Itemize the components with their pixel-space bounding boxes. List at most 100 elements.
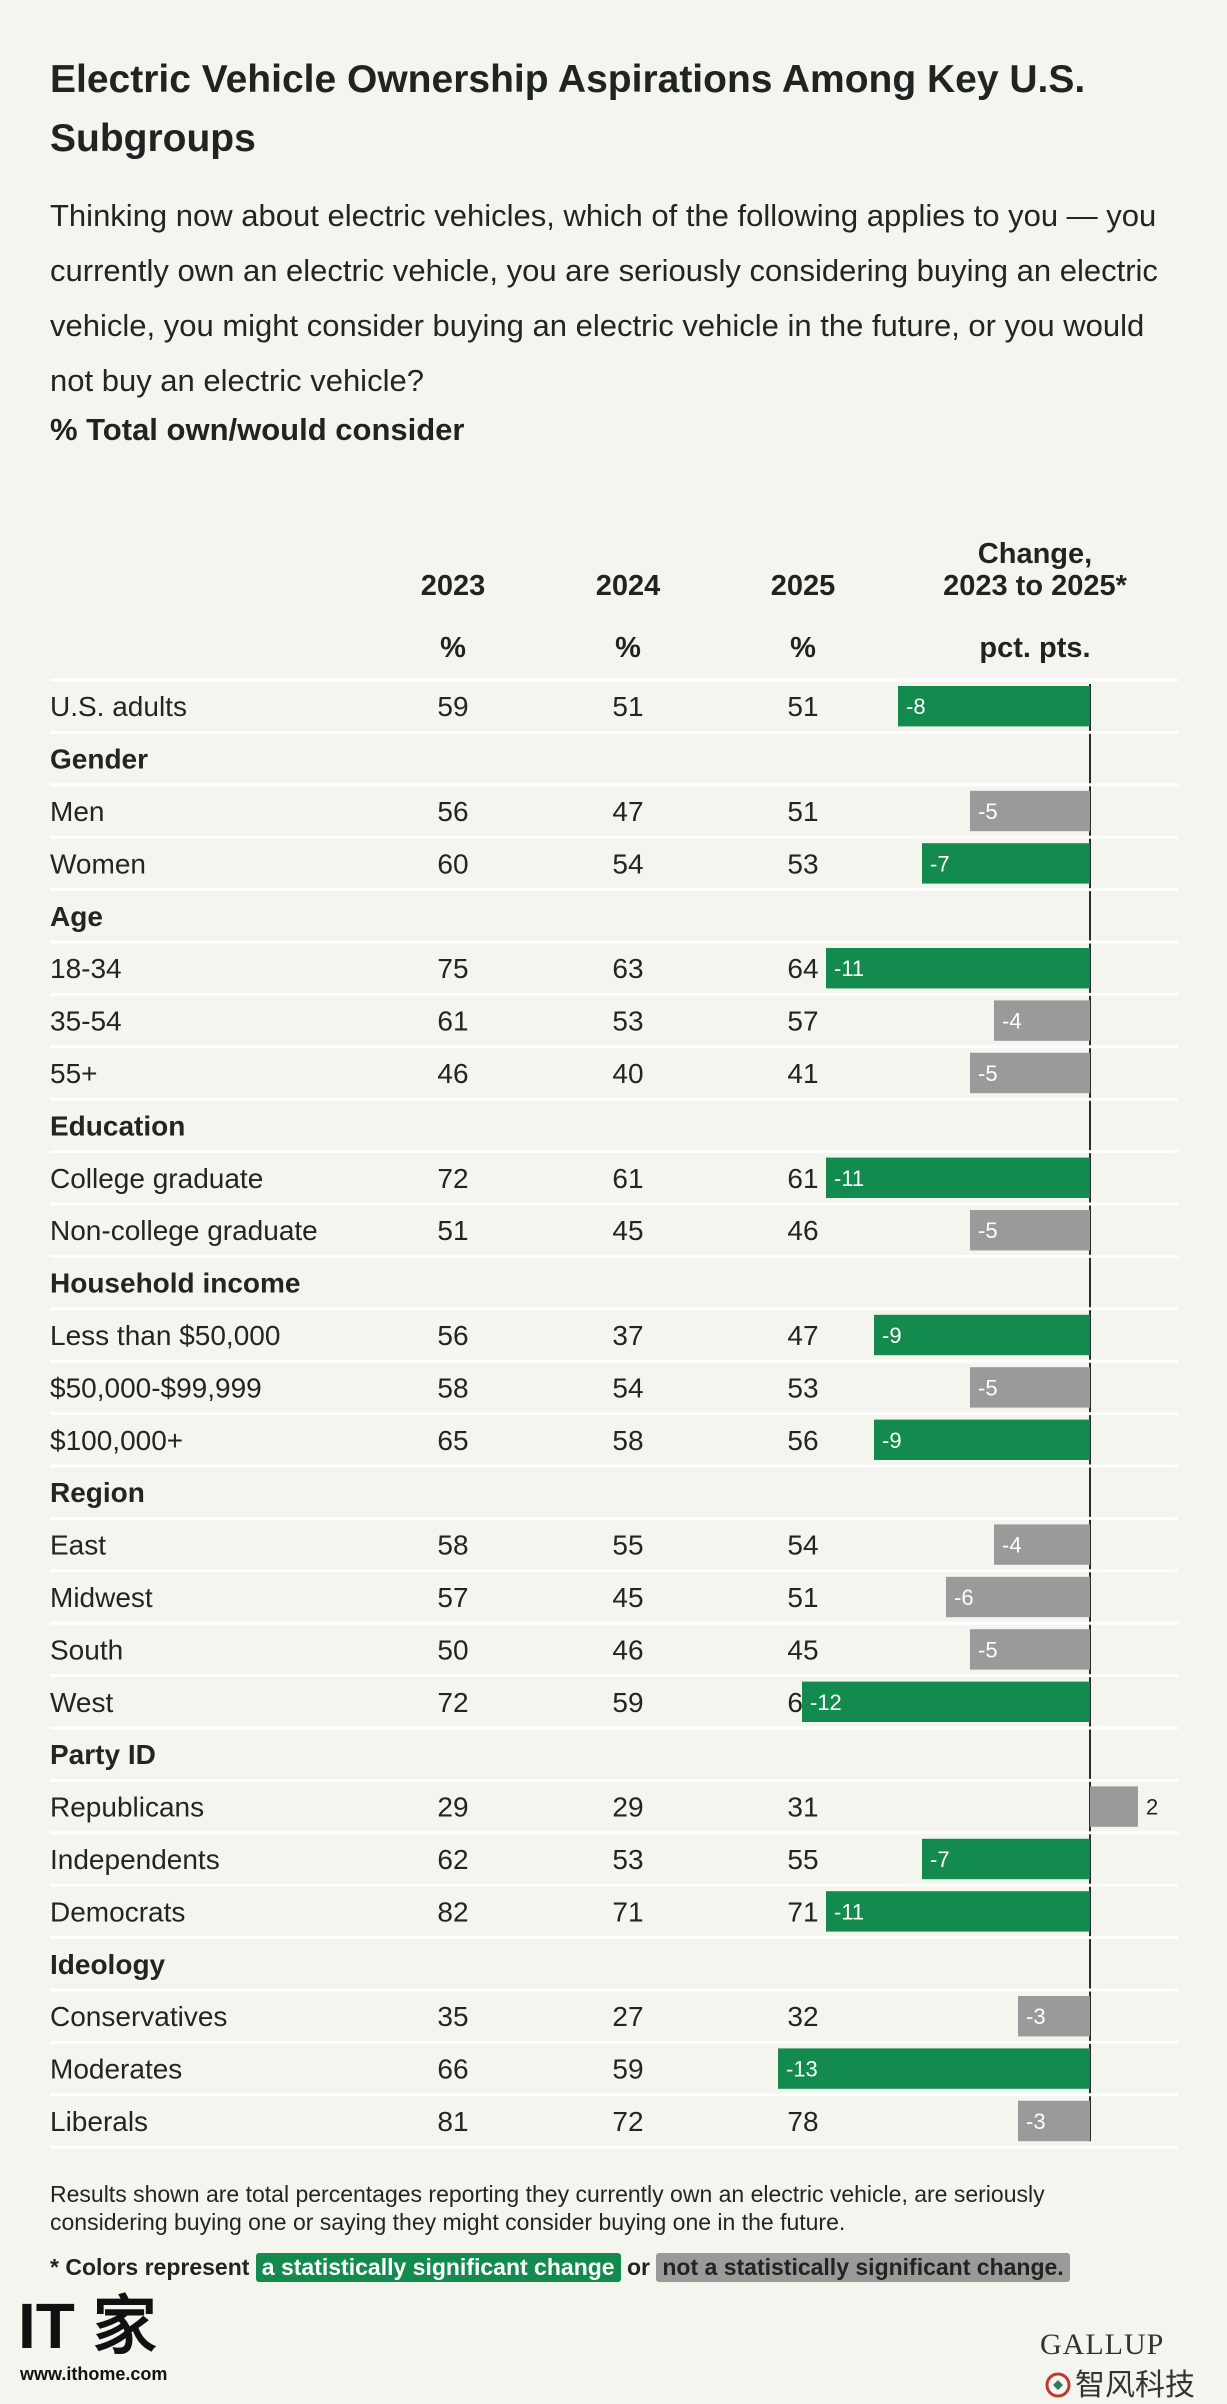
value-cell-2024: 29 <box>612 1792 643 1823</box>
row-label: Liberals <box>50 2106 148 2137</box>
value-cell-2023: 82 <box>437 1896 468 1927</box>
row-label: West <box>50 1687 113 1718</box>
color-legend: * Colors represent a statistically signi… <box>50 2253 1070 2282</box>
change-bar <box>826 1891 1090 1932</box>
value-cell-2025: 55 <box>787 1844 818 1875</box>
row-label: Non-college graduate <box>50 1215 318 1246</box>
change-label: -11 <box>834 1899 864 1924</box>
value-cell-2025: 47 <box>787 1320 818 1351</box>
change-label: -9 <box>882 1428 902 1453</box>
change-label: -4 <box>1002 1533 1022 1558</box>
value-cell-2023: 75 <box>437 953 468 984</box>
change-bar <box>970 1367 1090 1408</box>
value-cell-2024: 51 <box>612 691 643 722</box>
row-label: College graduate <box>50 1163 263 1194</box>
value-cell-2025: 51 <box>787 1582 818 1613</box>
change-bar <box>922 1838 1090 1880</box>
change-bar <box>994 1524 1090 1565</box>
value-cell-2024: 54 <box>612 1372 643 1403</box>
row-label: South <box>50 1634 123 1665</box>
value-cell-2025: 45 <box>787 1634 818 1665</box>
col-header-2024: 2024 % <box>568 570 688 664</box>
value-cell-2025: 46 <box>787 1215 818 1246</box>
row-label: U.S. adults <box>50 691 187 722</box>
col-header-2023: 2023 % <box>393 570 513 664</box>
value-cell-2023: 46 <box>437 1058 468 1089</box>
value-cell-2025: 64 <box>787 953 818 984</box>
change-label: -7 <box>930 1847 950 1872</box>
value-cell-2023: 72 <box>437 1163 468 1194</box>
value-cell-2025: 53 <box>787 848 818 879</box>
change-bar <box>826 1157 1090 1198</box>
value-cell-2025: 57 <box>787 1006 818 1037</box>
value-cell-2023: 72 <box>437 1687 468 1718</box>
value-cell-2023: 58 <box>437 1530 468 1561</box>
data-table-chart: U.S. adults 59 51 51 -8 Gender Men 56 47 51 -5 Wome… <box>50 678 1178 2149</box>
change-label: -5 <box>978 1637 998 1662</box>
change-bar <box>826 948 1090 989</box>
value-cell-2025: 51 <box>787 691 818 722</box>
value-cell-2024: 45 <box>612 1582 643 1613</box>
value-cell-2024: 45 <box>612 1215 643 1246</box>
change-label: -5 <box>978 1218 998 1243</box>
watermark: 智风科技 <box>1045 2360 1195 2404</box>
col-header-change: Change, 2023 to 2025* pct. pts. <box>900 538 1170 664</box>
value-cell-2024: 61 <box>612 1163 643 1194</box>
row-label: $100,000+ <box>50 1425 183 1456</box>
legend-prefix: * Colors represent <box>50 2254 250 2280</box>
change-label: -13 <box>786 2057 818 2082</box>
col-header-2023-year: 2023 <box>420 570 486 602</box>
row-label: 55+ <box>50 1058 98 1089</box>
ithome-logo-text: IT 家 <box>18 2290 157 2360</box>
row-label: Less than $50,000 <box>50 1320 280 1351</box>
change-label: -8 <box>906 694 926 719</box>
value-cell-2023: 57 <box>437 1582 468 1613</box>
row-label: Independents <box>50 1844 220 1875</box>
value-cell-2025: 32 <box>787 2001 818 2032</box>
value-cell-2024: 58 <box>612 1425 643 1456</box>
change-bar <box>946 1576 1090 1618</box>
value-cell-2024: 71 <box>612 1896 643 1927</box>
change-bar <box>898 686 1090 727</box>
col-header-2025-year: 2025 <box>770 570 836 602</box>
value-cell-2023: 65 <box>437 1425 468 1456</box>
change-label: -3 <box>1026 2004 1046 2029</box>
row-label: Conservatives <box>50 2001 227 2032</box>
row-label: 18-34 <box>50 953 122 984</box>
value-cell-2023: 56 <box>437 1320 468 1351</box>
change-label: -11 <box>834 1166 864 1191</box>
value-cell-2024: 37 <box>612 1320 643 1351</box>
change-bar <box>970 1210 1090 1251</box>
col-header-2024-unit: % <box>615 632 641 664</box>
value-cell-2023: 59 <box>437 691 468 722</box>
change-label: -9 <box>882 1323 902 1348</box>
row-label: $50,000-$99,999 <box>50 1372 262 1403</box>
value-cell-2025: 61 <box>787 1163 818 1194</box>
value-cell-2024: 59 <box>612 1687 643 1718</box>
row-label: Republicans <box>50 1792 204 1823</box>
row-label: East <box>50 1530 106 1561</box>
value-cell-2023: 81 <box>437 2106 468 2137</box>
footnote: Results shown are total percentages repo… <box>50 2181 1045 2235</box>
value-cell-2025: 41 <box>787 1058 818 1089</box>
value-cell-2024: 54 <box>612 848 643 879</box>
change-bar <box>970 1052 1090 1094</box>
legend-or: or <box>626 2254 650 2280</box>
change-label: -7 <box>930 851 950 876</box>
group-header: Household income <box>50 1268 300 1299</box>
value-cell-2025: 31 <box>787 1792 818 1823</box>
col-header-change-line1: Change, <box>977 538 1093 570</box>
change-label: -3 <box>1026 2109 1046 2134</box>
group-header: Gender <box>50 744 148 775</box>
value-cell-2025: 71 <box>787 1896 818 1927</box>
change-bar <box>1018 2100 1090 2142</box>
row-label: Midwest <box>50 1582 153 1613</box>
value-cell-2024: 46 <box>612 1634 643 1665</box>
gallup-logo: GALLUP <box>1040 2328 1165 2361</box>
value-cell-2025: 78 <box>787 2106 818 2137</box>
value-cell-2023: 50 <box>437 1634 468 1665</box>
col-header-2025: 2025 % <box>743 570 863 664</box>
chart-title: Electric Vehicle Ownership Aspirations A… <box>50 58 1086 160</box>
col-header-2023-unit: % <box>440 632 466 664</box>
value-cell-2024: 53 <box>612 1006 643 1037</box>
